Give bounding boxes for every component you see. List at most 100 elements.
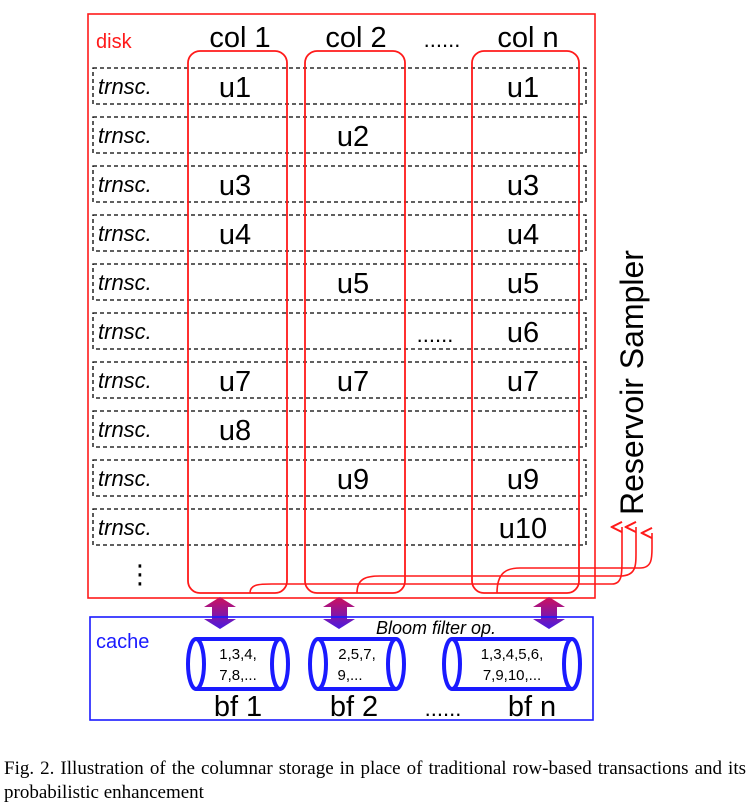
column-outline-col-n — [471, 50, 580, 594]
disk-cache-arrows — [204, 597, 565, 629]
figure-caption: Fig. 2. Illustration of the columnar sto… — [4, 758, 746, 803]
column-outline-col-1 — [187, 50, 288, 594]
bf-n-values-line-1: 1,3,4,5,6, — [481, 646, 544, 663]
bloom-filter-cylinders — [186, 637, 582, 691]
cylinder-right-cap — [562, 637, 582, 691]
cylinder-left-cap — [186, 637, 206, 691]
bloom-filter-cylinder-1 — [186, 637, 290, 691]
transaction-row: trnsc. u8 — [92, 410, 587, 448]
more-rows-ellipsis: ⋮ — [127, 559, 153, 589]
bf-1-values-line-1: 1,3,4, — [219, 646, 257, 663]
bloom-filter-names: bf 1 bf 2 ...... bf n — [214, 691, 556, 723]
user-cell: u10 — [499, 513, 547, 545]
bloom-filter-name-2: bf 2 — [330, 691, 378, 723]
bf-n-values-line-2: 7,9,10,... — [483, 667, 541, 684]
transaction-row: trnsc. u5 u5 — [92, 263, 587, 301]
cache-panel: cache Bloom filter op. — [89, 616, 594, 721]
bloom-filter-op-label: Bloom filter op. — [376, 618, 496, 638]
transaction-row-border — [92, 361, 587, 399]
column-header-col-2: col 2 — [325, 22, 386, 54]
bloom-filter-cylinder-2 — [308, 637, 406, 691]
transaction-row-border — [92, 165, 587, 203]
user-cell: u7 — [337, 366, 369, 398]
user-cell: u2 — [337, 121, 369, 153]
transaction-row: trnsc. u7 u7 u7 — [92, 361, 587, 399]
user-cell: u7 — [219, 366, 251, 398]
transaction-row-label: trnsc. — [98, 515, 152, 540]
user-cell: u4 — [507, 219, 539, 251]
bloom-filter-name-1: bf 1 — [214, 691, 262, 723]
column-outline-col-2 — [304, 50, 406, 594]
transaction-row: trnsc. u1 u1 — [92, 67, 587, 105]
reservoir-sampler-label: Reservoir Sampler — [614, 250, 650, 515]
user-cell: u5 — [507, 268, 539, 300]
user-cell: u3 — [507, 170, 539, 202]
bf-1-values-line-2: 7,8,... — [219, 667, 257, 684]
disk-cache-arrow-col-2 — [323, 597, 355, 629]
transaction-row: trnsc. u3 u3 — [92, 165, 587, 203]
transaction-row: trnsc. u4 u4 — [92, 214, 587, 252]
transaction-row-label: trnsc. — [98, 368, 152, 393]
column-outlines — [187, 50, 580, 594]
cylinder-left-cap — [308, 637, 328, 691]
transaction-row-label: trnsc. — [98, 466, 152, 491]
row-ellipsis: ...... — [417, 322, 454, 347]
user-cell: u1 — [507, 72, 539, 104]
sampler-connections — [249, 527, 653, 594]
cylinder-right-cap — [270, 637, 290, 691]
disk-panel: disk — [87, 13, 596, 599]
bloom-filter-name-ellipsis: ...... — [425, 696, 462, 721]
cylinder-body — [196, 637, 280, 691]
transaction-row-border — [92, 459, 587, 497]
bf-2-values-line-2: 9,... — [337, 667, 362, 684]
user-cell: u9 — [337, 464, 369, 496]
user-cell: u3 — [219, 170, 251, 202]
transaction-row: trnsc. u9 u9 — [92, 459, 587, 497]
transaction-row-border — [92, 67, 587, 105]
column-header-col-n: col n — [497, 22, 558, 54]
transaction-row-label: trnsc. — [98, 172, 152, 197]
column-headers: col 1 col 2 ...... col n — [209, 22, 558, 54]
bloom-filter-name-n: bf n — [508, 691, 556, 723]
transaction-row-border — [92, 116, 587, 154]
transaction-row-border — [92, 263, 587, 301]
columnar-storage-diagram: disk col 1 col 2 ...... col n trnsc. u1 u1… — [87, 13, 653, 723]
bloom-filter-cylinder-n — [442, 637, 582, 691]
transaction-row: trnsc. u2 — [92, 116, 587, 154]
transaction-row-label: trnsc. — [98, 270, 152, 295]
cylinder-body — [318, 637, 396, 691]
user-cell: u7 — [507, 366, 539, 398]
cylinder-body — [452, 637, 572, 691]
user-cell: u9 — [507, 464, 539, 496]
transaction-row-label: trnsc. — [98, 74, 152, 99]
sampler-line-col-2 — [356, 527, 637, 594]
cylinder-left-cap — [442, 637, 462, 691]
sampler-line-col-n — [496, 533, 653, 594]
disk-cache-arrow-col-n — [533, 597, 565, 629]
user-cell: u6 — [507, 317, 539, 349]
transaction-row-label: trnsc. — [98, 221, 152, 246]
column-header-ellipsis: ...... — [424, 27, 461, 52]
cache-label: cache — [96, 631, 149, 653]
bf-2-values-line-1: 2,5,7, — [338, 646, 376, 663]
transaction-row-border — [92, 312, 587, 350]
transaction-row-border — [92, 410, 587, 448]
column-header-col-1: col 1 — [209, 22, 270, 54]
disk-border — [87, 13, 596, 599]
bloom-filter-contents: 1,3,4, 7,8,... 2,5,7, 9,... 1,3,4,5,6, 7… — [219, 646, 543, 684]
cache-border — [89, 616, 594, 721]
transaction-row-label: trnsc. — [98, 319, 152, 344]
transaction-row: trnsc. u10 — [92, 508, 587, 546]
disk-cache-arrow-col-1 — [204, 597, 236, 629]
user-cell: u8 — [219, 415, 251, 447]
transaction-row-border — [92, 508, 587, 546]
transaction-row: trnsc. u6...... — [92, 312, 587, 350]
disk-label: disk — [96, 31, 133, 53]
user-cell: u5 — [337, 268, 369, 300]
cylinder-right-cap — [386, 637, 406, 691]
user-cell: u4 — [219, 219, 251, 251]
transaction-row-label: trnsc. — [98, 123, 152, 148]
user-cell: u1 — [219, 72, 251, 104]
transaction-row-label: trnsc. — [98, 417, 152, 442]
